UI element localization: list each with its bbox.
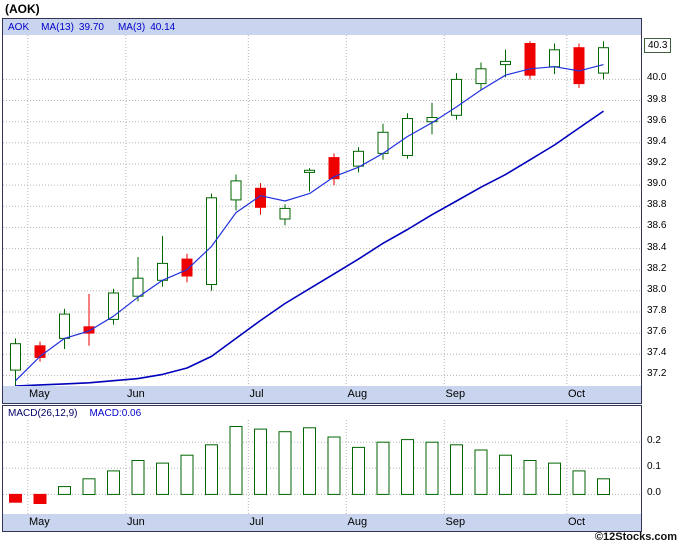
y-axis-label: 39.2 (647, 156, 667, 168)
month-label: Jul (249, 388, 264, 400)
month-label: May (29, 388, 50, 400)
macd-params-label: MACD(26,12,9) (8, 407, 78, 419)
y-axis-label: 38.0 (647, 283, 667, 295)
month-label: Oct (568, 388, 586, 400)
y-axis-label: 38.2 (647, 262, 667, 274)
watermark-link[interactable]: ©12Stocks.com (594, 531, 677, 543)
ma13-label: MA(13) (41, 21, 74, 33)
macd-month-axis: May Jun Jul Aug Sep Oct (3, 514, 641, 531)
price-chart-header: AOK MA(13) 39.70 MA(3) 40.14 (3, 19, 641, 35)
y-axis-label: 38.8 (647, 199, 667, 211)
price-chart-panel: AOK MA(13) 39.70 MA(3) 40.14 May Jun Jul Au… (2, 18, 642, 404)
y-axis-label: 39.8 (647, 93, 667, 105)
page-title: (AOK) (5, 2, 40, 16)
price-chart-canvas (3, 35, 641, 386)
ma13-value: 39.70 (78, 21, 104, 33)
y-axis-label: 0.0 (647, 487, 661, 499)
y-axis-label: 0.2 (647, 435, 661, 447)
macd-y-axis: 0.2 0.1 0.0 (644, 405, 680, 532)
y-axis-label: 37.8 (647, 304, 667, 316)
macd-chart-canvas (3, 420, 641, 514)
y-axis-label: 38.4 (647, 241, 667, 253)
y-axis-label: 37.2 (647, 368, 667, 380)
month-label: Sep (445, 516, 466, 528)
month-label: Jul (249, 516, 264, 528)
month-label: Aug (347, 388, 368, 400)
month-label: Jun (127, 388, 145, 400)
month-label: May (29, 516, 50, 528)
ma3-value: 40.14 (150, 21, 176, 33)
y-axis-label: 0.1 (647, 461, 661, 473)
y-axis-label: 39.4 (647, 135, 667, 147)
month-label: Jun (127, 516, 145, 528)
y-axis-label: 37.4 (647, 347, 667, 359)
price-month-axis: May Jun Jul Aug Sep Oct (3, 386, 641, 403)
ma3-label: MA(3) (117, 21, 146, 33)
y-axis-label: 39.0 (647, 178, 667, 190)
symbol-label: AOK (8, 21, 30, 33)
y-axis-label: 39.6 (647, 114, 667, 126)
y-axis-label: 38.6 (647, 220, 667, 232)
month-label: Sep (445, 388, 466, 400)
y-axis-label: 37.6 (647, 326, 667, 338)
month-label: Oct (568, 516, 586, 528)
macd-chart-header: MACD(26,12,9) MACD:0.06 (3, 406, 641, 420)
macd-chart-panel: MACD(26,12,9) MACD:0.06 May Jun Jul Aug Sep O… (2, 405, 642, 532)
last-price-label: 40.3 (644, 37, 672, 53)
macd-value-label: MACD:0.06 (89, 407, 142, 419)
y-axis-label: 40.0 (647, 72, 667, 84)
month-label: Aug (347, 516, 368, 528)
price-y-axis: 40.3 40.0 39.8 39.6 39.4 39.2 39.0 38.8 38.6 38.… (644, 18, 680, 404)
